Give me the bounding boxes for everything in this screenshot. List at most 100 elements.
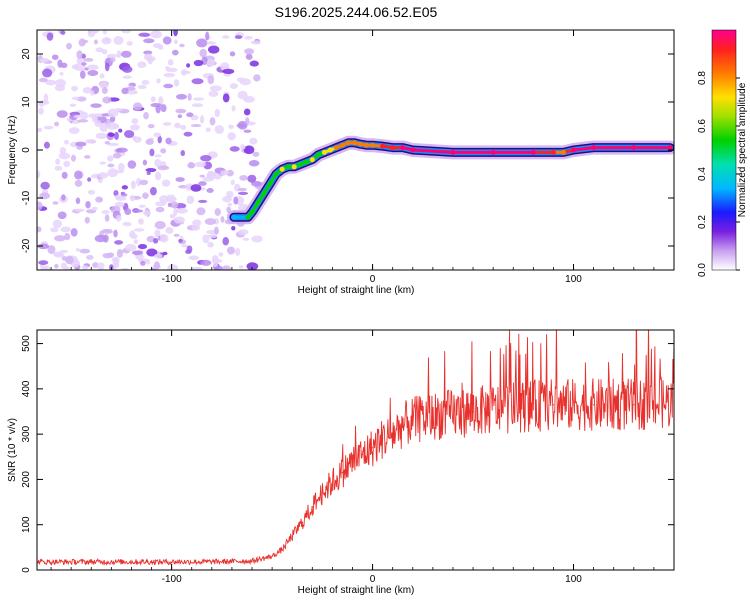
noise-speckle bbox=[176, 93, 187, 100]
noise-speckle bbox=[236, 77, 246, 83]
ridge-point bbox=[358, 141, 364, 147]
noise-speckle bbox=[75, 248, 80, 252]
noise-speckle bbox=[199, 115, 205, 124]
noise-speckle bbox=[244, 48, 255, 55]
noise-speckle bbox=[235, 248, 241, 256]
noise-speckle bbox=[243, 108, 251, 116]
noise-speckle bbox=[251, 235, 263, 243]
bottom-y-tick-label: 400 bbox=[21, 380, 32, 397]
noise-speckle bbox=[199, 48, 207, 58]
noise-speckle bbox=[153, 237, 159, 244]
noise-speckle bbox=[221, 265, 231, 270]
noise-speckle bbox=[79, 111, 89, 120]
noise-speckle bbox=[109, 57, 116, 63]
noise-speckle bbox=[208, 45, 220, 54]
noise-speckle bbox=[143, 111, 149, 120]
noise-speckle bbox=[222, 68, 235, 75]
noise-speckle bbox=[156, 78, 161, 84]
noise-speckle bbox=[191, 103, 204, 108]
noise-speckle bbox=[130, 124, 140, 131]
noise-speckle bbox=[99, 123, 108, 133]
noise-speckle bbox=[163, 73, 176, 78]
noise-speckle bbox=[133, 136, 142, 143]
noise-speckle bbox=[238, 229, 249, 236]
noise-speckle bbox=[131, 118, 139, 125]
noise-speckle bbox=[38, 260, 49, 265]
noise-speckle bbox=[99, 73, 105, 79]
ridge-point bbox=[339, 142, 345, 148]
snr-data-point bbox=[382, 438, 384, 440]
noise-speckle bbox=[142, 192, 149, 199]
ridge-point bbox=[591, 145, 597, 151]
noise-speckle bbox=[124, 130, 135, 138]
noise-speckle bbox=[76, 50, 83, 60]
ridge-point bbox=[390, 145, 396, 151]
colorbar-tick-label: 0.8 bbox=[697, 71, 708, 85]
noise-speckle bbox=[231, 105, 236, 112]
ridge-point bbox=[550, 149, 556, 155]
noise-speckle bbox=[107, 132, 115, 137]
noise-speckle bbox=[58, 152, 71, 160]
snr-data-point bbox=[361, 453, 364, 456]
snr-data-point bbox=[512, 406, 514, 408]
noise-speckle bbox=[234, 35, 243, 40]
snr-data-point bbox=[90, 561, 92, 563]
noise-speckle bbox=[188, 161, 195, 169]
noise-speckle bbox=[153, 261, 160, 270]
noise-speckle bbox=[207, 75, 215, 85]
noise-speckle bbox=[113, 36, 124, 45]
noise-speckle bbox=[116, 248, 124, 258]
noise-speckle bbox=[115, 196, 127, 201]
noise-speckle bbox=[218, 252, 224, 257]
colorbar-tick-label: 0.6 bbox=[697, 119, 708, 133]
colorbar: 0.0 0.2 0.4 0.6 0.8 Normalized spectral ampl… bbox=[697, 29, 748, 277]
top-y-axis: -20 -10 0 10 20 bbox=[21, 48, 674, 253]
noise-speckle bbox=[124, 208, 132, 216]
noise-speckle bbox=[87, 64, 99, 70]
noise-speckle bbox=[165, 226, 174, 234]
noise-speckle bbox=[95, 47, 104, 53]
ridge-segment bbox=[572, 146, 596, 152]
noise-speckle bbox=[102, 30, 107, 35]
noise-speckle bbox=[84, 155, 91, 159]
noise-speckle bbox=[173, 233, 180, 237]
noise-speckle bbox=[75, 141, 87, 147]
noise-speckle bbox=[43, 141, 50, 149]
noise-speckle bbox=[165, 137, 172, 145]
noise-speckle bbox=[147, 123, 155, 129]
noise-speckle bbox=[66, 42, 72, 50]
ridge-point bbox=[279, 166, 285, 172]
noise-speckle bbox=[161, 179, 171, 187]
noise-speckle bbox=[163, 83, 174, 89]
noise-speckle bbox=[196, 38, 208, 48]
noise-speckle bbox=[138, 32, 151, 37]
noise-speckle bbox=[202, 176, 215, 182]
noise-speckle bbox=[150, 103, 162, 108]
bottom-y-axis: 0 100 200 300 400 500 bbox=[21, 335, 674, 573]
noise-speckle bbox=[54, 263, 59, 269]
noise-speckle bbox=[56, 110, 68, 118]
noise-speckle bbox=[206, 41, 216, 45]
top-y-axis-label: Frequency (Hz) bbox=[7, 116, 18, 185]
noise-speckle bbox=[64, 255, 74, 265]
ridge-point bbox=[309, 157, 315, 163]
noise-speckle bbox=[130, 180, 136, 190]
noise-speckle bbox=[181, 244, 188, 248]
noise-speckle bbox=[154, 221, 166, 230]
noise-speckle bbox=[113, 123, 120, 129]
noise-speckle bbox=[159, 234, 169, 243]
noise-speckle bbox=[63, 160, 71, 168]
noise-speckle bbox=[81, 39, 89, 44]
colorbar-tick-label: 0.0 bbox=[697, 263, 708, 277]
noise-speckle bbox=[239, 174, 248, 181]
snr-series-line bbox=[37, 330, 674, 566]
noise-speckle bbox=[42, 68, 53, 78]
noise-speckle bbox=[171, 49, 179, 56]
noise-speckle bbox=[214, 208, 221, 216]
noise-speckle bbox=[157, 135, 162, 144]
noise-speckle bbox=[71, 96, 80, 100]
noise-speckle bbox=[183, 131, 193, 137]
ridge-point bbox=[245, 214, 251, 220]
noise-speckle bbox=[137, 84, 147, 90]
snr-data-point bbox=[341, 472, 344, 474]
